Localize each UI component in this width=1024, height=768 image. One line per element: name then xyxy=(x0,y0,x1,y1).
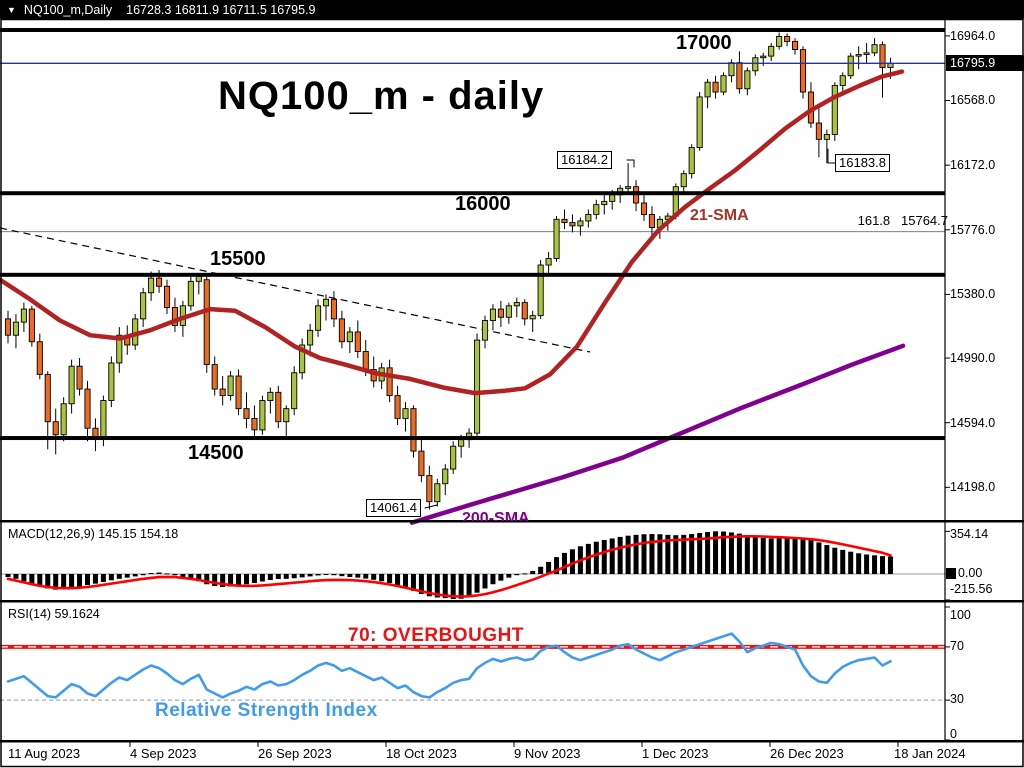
date-label-1: 4 Sep 2023 xyxy=(130,746,197,761)
price-callout-jan-low: 16183.8 xyxy=(835,154,890,172)
price-axis-16964: 16964.0 xyxy=(950,29,996,43)
rsi-axis-100: 100 xyxy=(950,608,971,622)
price-axis-14594: 14594.0 xyxy=(950,416,996,430)
symbol-dropdown-icon[interactable]: ▼ xyxy=(7,4,16,15)
price-axis-14198: 14198.0 xyxy=(950,480,996,494)
level-label-16000: 16000 xyxy=(455,193,511,215)
date-label-3: 18 Oct 2023 xyxy=(386,746,457,761)
chart-watermark-title: NQ100_m - daily xyxy=(218,74,545,118)
date-label-7: 18 Jan 2024 xyxy=(894,746,966,761)
fib-price: 15764.7 xyxy=(901,213,948,228)
symbol-period-label: NQ100_m,Daily xyxy=(23,2,113,17)
fib-level-label: 161.8 15764.7 xyxy=(800,213,948,228)
macd-header: MACD(12,26,9) 145.15 154.18 xyxy=(8,527,179,541)
chart-title-bar: ▼ NQ100_m,Daily 16728.3 16811.9 16711.5 … xyxy=(0,0,1024,19)
date-label-5: 1 Dec 2023 xyxy=(642,746,709,761)
level-label-14500: 14500 xyxy=(188,442,244,464)
price-axis-16172: 16172.0 xyxy=(950,158,996,172)
rsi-header: RSI(14) 59.1624 xyxy=(8,607,100,621)
level-label-15500: 15500 xyxy=(210,248,266,270)
macd-axis-max: 354.14 xyxy=(950,527,989,541)
rsi-axis-70: 70 xyxy=(950,639,964,653)
rsi-axis-0: 0 xyxy=(950,727,957,741)
price-axis-15776: 15776.0 xyxy=(950,223,996,237)
sma200-label: 200-SMA xyxy=(462,510,530,521)
level-label-17000: 17000 xyxy=(676,32,732,54)
rsi-title-text: Relative Strength Index xyxy=(155,700,378,721)
date-label-4: 9 Nov 2023 xyxy=(514,746,581,761)
price-axis-16568: 16568.0 xyxy=(950,93,996,107)
date-label-0: 11 Aug 2023 xyxy=(8,746,81,761)
rsi-overbought-text: 70: OVERBOUGHT xyxy=(348,625,524,646)
rsi-axis-30: 30 xyxy=(950,692,964,706)
price-callout-high: 16184.2 xyxy=(557,151,612,169)
fib-ratio: 161.8 xyxy=(857,213,891,228)
macd-axis-zero: 0.00 xyxy=(958,566,983,580)
date-label-6: 26 Dec 2023 xyxy=(770,746,844,761)
ohlc-values: 16728.3 16811.9 16711.5 16795.9 xyxy=(126,2,316,17)
macd-axis-min: -215.56 xyxy=(950,582,993,596)
date-label-2: 26 Sep 2023 xyxy=(258,746,332,761)
price-axis-14990: 14990.0 xyxy=(950,351,996,365)
price-callout-oct-low: 14061.4 xyxy=(366,499,421,517)
current-price-badge: 16795.9 xyxy=(946,55,1024,71)
price-axis-15380: 15380.0 xyxy=(950,287,996,301)
sma21-label: 21-SMA xyxy=(690,207,749,224)
